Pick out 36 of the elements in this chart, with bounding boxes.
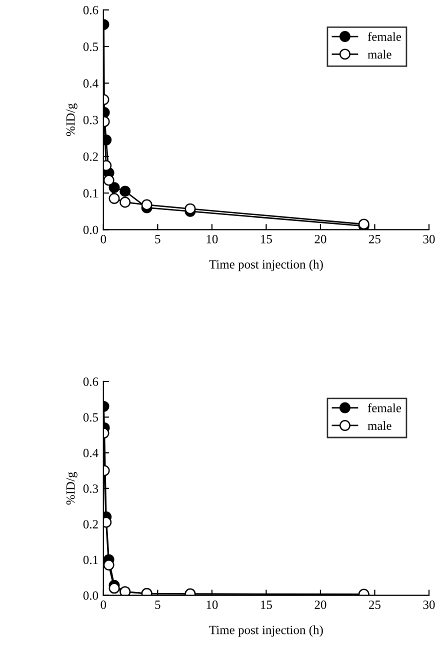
y-axis-title: %ID/g: [66, 472, 78, 505]
y-axis-title: %ID/g: [66, 103, 78, 136]
y-tick-label: 0.6: [83, 378, 98, 386]
y-tick-label: 0.3: [83, 116, 98, 124]
x-tick-label: 5: [155, 600, 160, 609]
y-tick-label: 0.1: [83, 189, 98, 198]
legend-label: female: [368, 403, 402, 412]
x-tick-label: 25: [369, 234, 380, 244]
y-tick-label: 0.4: [83, 448, 98, 458]
x-tick-label: 10: [206, 234, 218, 244]
x-axis-title: Time post injection (h): [209, 625, 323, 637]
x-tick-label: 10: [206, 600, 218, 609]
y-tick-label: 0.4: [83, 79, 98, 88]
legend-label: male: [368, 421, 392, 430]
y-tick-label: 0.0: [83, 591, 98, 600]
y-tick-label: 0.1: [83, 556, 98, 564]
legend-label: male: [368, 50, 392, 59]
y-tick-label: 0.0: [83, 226, 98, 234]
y-tick-label: 0.5: [83, 413, 98, 422]
y-tick-label: 0.3: [83, 484, 98, 493]
y-tick-label: 0.5: [83, 42, 98, 52]
x-tick-label: 30: [423, 234, 435, 244]
y-tick-label: 0.2: [83, 152, 98, 161]
x-tick-label: 5: [155, 235, 160, 244]
x-tick-label: 15: [261, 234, 272, 244]
x-axis-title: Time post injection (h): [209, 260, 323, 272]
x-tick-label: 15: [261, 600, 272, 609]
x-tick-label: 0: [100, 234, 106, 244]
x-tick-label: 30: [423, 600, 435, 609]
legend-label: female: [368, 32, 402, 42]
x-tick-label: 20: [314, 234, 326, 244]
x-tick-label: 20: [314, 600, 326, 609]
x-tick-label: 0: [100, 600, 106, 609]
x-tick-label: 25: [369, 600, 380, 609]
y-tick-label: 0.6: [83, 6, 98, 14]
y-tick-label: 0.2: [83, 520, 98, 529]
